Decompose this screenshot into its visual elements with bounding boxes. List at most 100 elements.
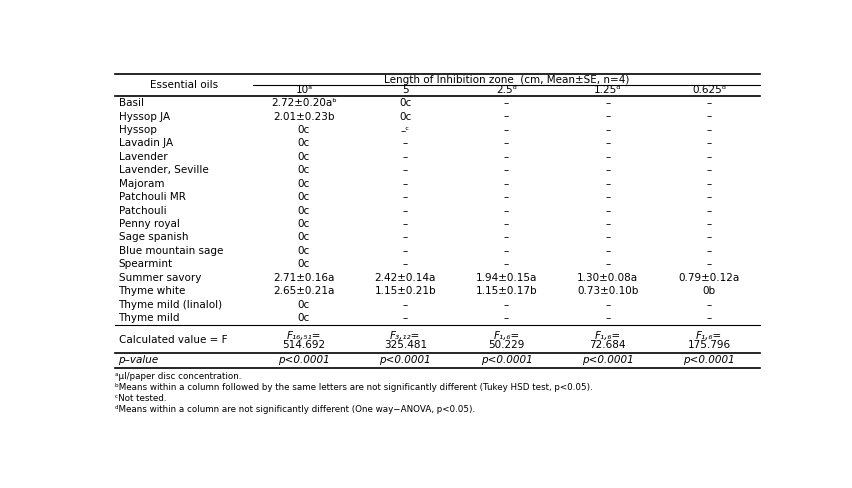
Text: –: – [705, 152, 711, 162]
Text: –: – [402, 192, 407, 202]
Text: –: – [705, 205, 711, 216]
Text: 0.79±0.12a: 0.79±0.12a [677, 273, 739, 283]
Text: 2.42±0.14a: 2.42±0.14a [374, 273, 435, 283]
Text: –: – [604, 192, 610, 202]
Text: Thyme mild: Thyme mild [118, 313, 180, 323]
Text: Majoram: Majoram [118, 179, 164, 189]
Text: –: – [402, 300, 407, 309]
Text: ᶜNot tested.: ᶜNot tested. [114, 394, 166, 403]
Text: ᵃμl/paper disc concentration.: ᵃμl/paper disc concentration. [114, 371, 240, 381]
Text: –: – [705, 259, 711, 269]
Text: –: – [705, 98, 711, 108]
Text: Sage spanish: Sage spanish [118, 232, 187, 243]
Text: Thyme mild (linalol): Thyme mild (linalol) [118, 300, 222, 309]
Text: Lavadin JA: Lavadin JA [118, 139, 172, 148]
Text: –: – [504, 205, 509, 216]
Text: Hyssop JA: Hyssop JA [118, 112, 170, 122]
Text: Patchouli MR: Patchouli MR [118, 192, 185, 202]
Text: 514.692: 514.692 [282, 340, 325, 350]
Text: 0c: 0c [297, 139, 309, 148]
Text: –: – [504, 232, 509, 243]
Text: –: – [504, 139, 509, 148]
Text: –: – [604, 98, 610, 108]
Text: –: – [705, 112, 711, 122]
Text: –: – [402, 259, 407, 269]
Text: –: – [604, 259, 610, 269]
Text: –: – [504, 259, 509, 269]
Text: 1.15±0.21b: 1.15±0.21b [374, 286, 435, 296]
Text: 2.72±0.20aᵇ: 2.72±0.20aᵇ [271, 98, 337, 108]
Text: p<0.0001: p<0.0001 [278, 355, 330, 366]
Text: Hyssop: Hyssop [118, 125, 156, 135]
Text: 175.796: 175.796 [687, 340, 730, 350]
Text: –: – [504, 219, 509, 229]
Text: 325.481: 325.481 [383, 340, 426, 350]
Text: –: – [504, 165, 509, 175]
Text: –: – [504, 152, 509, 162]
Text: –: – [604, 232, 610, 243]
Text: Penny royal: Penny royal [118, 219, 179, 229]
Text: Summer savory: Summer savory [118, 273, 201, 283]
Text: –: – [504, 246, 509, 256]
Text: –: – [402, 179, 407, 189]
Text: 0b: 0b [702, 286, 715, 296]
Text: p<0.0001: p<0.0001 [682, 355, 734, 366]
Text: –: – [402, 246, 407, 256]
Text: Lavender, Seville: Lavender, Seville [118, 165, 208, 175]
Text: 0c: 0c [297, 152, 309, 162]
Text: 50.229: 50.229 [487, 340, 524, 350]
Text: –: – [402, 165, 407, 175]
Text: –: – [402, 219, 407, 229]
Text: –: – [504, 192, 509, 202]
Text: –ᶜ: –ᶜ [400, 125, 409, 135]
Text: –: – [705, 179, 711, 189]
Text: Blue mountain sage: Blue mountain sage [118, 246, 222, 256]
Text: ᵈMeans within a column are not significantly different (One way−ANOVA, p<0.05).: ᵈMeans within a column are not significa… [114, 406, 474, 414]
Text: –: – [705, 232, 711, 243]
Text: Patchouli: Patchouli [118, 205, 166, 216]
Text: –: – [504, 179, 509, 189]
Text: 0c: 0c [297, 192, 309, 202]
Text: 0c: 0c [297, 259, 309, 269]
Text: –: – [604, 125, 610, 135]
Text: 2.71±0.16a: 2.71±0.16a [273, 273, 334, 283]
Text: 0c: 0c [297, 232, 309, 243]
Text: 0c: 0c [297, 165, 309, 175]
Text: Spearmint: Spearmint [118, 259, 172, 269]
Text: Thyme white: Thyme white [118, 286, 186, 296]
Text: F₁,₆=: F₁,₆= [594, 330, 620, 341]
Text: –: – [402, 152, 407, 162]
Text: Lavender: Lavender [118, 152, 167, 162]
Text: 0c: 0c [399, 98, 411, 108]
Text: –: – [705, 313, 711, 323]
Text: 0.73±0.10b: 0.73±0.10b [577, 286, 638, 296]
Text: –: – [402, 232, 407, 243]
Text: 2.01±0.23b: 2.01±0.23b [273, 112, 334, 122]
Text: –: – [504, 125, 509, 135]
Text: Length of Inhibition zone  (cm, Mean±SE, n=4): Length of Inhibition zone (cm, Mean±SE, … [383, 75, 629, 85]
Text: ᵇMeans within a column followed by the same letters are not significantly differ: ᵇMeans within a column followed by the s… [114, 383, 591, 392]
Text: 72.684: 72.684 [589, 340, 625, 350]
Text: –: – [705, 125, 711, 135]
Text: 0c: 0c [297, 219, 309, 229]
Text: –: – [705, 192, 711, 202]
Text: p<0.0001: p<0.0001 [480, 355, 532, 366]
Text: –: – [402, 205, 407, 216]
Text: 10ᵃ: 10ᵃ [295, 85, 312, 95]
Text: 1.94±0.15a: 1.94±0.15a [475, 273, 537, 283]
Text: –: – [604, 152, 610, 162]
Text: 0c: 0c [297, 179, 309, 189]
Text: –: – [402, 139, 407, 148]
Text: –: – [705, 139, 711, 148]
Text: –: – [604, 165, 610, 175]
Text: F₁,₆=: F₁,₆= [695, 330, 722, 341]
Text: 0c: 0c [297, 300, 309, 309]
Text: F₁,₆=: F₁,₆= [492, 330, 519, 341]
Text: –: – [705, 246, 711, 256]
Text: 0c: 0c [297, 246, 309, 256]
Text: p<0.0001: p<0.0001 [379, 355, 430, 366]
Text: 0c: 0c [297, 125, 309, 135]
Text: 0c: 0c [399, 112, 411, 122]
Text: 0c: 0c [297, 205, 309, 216]
Text: Basil: Basil [118, 98, 143, 108]
